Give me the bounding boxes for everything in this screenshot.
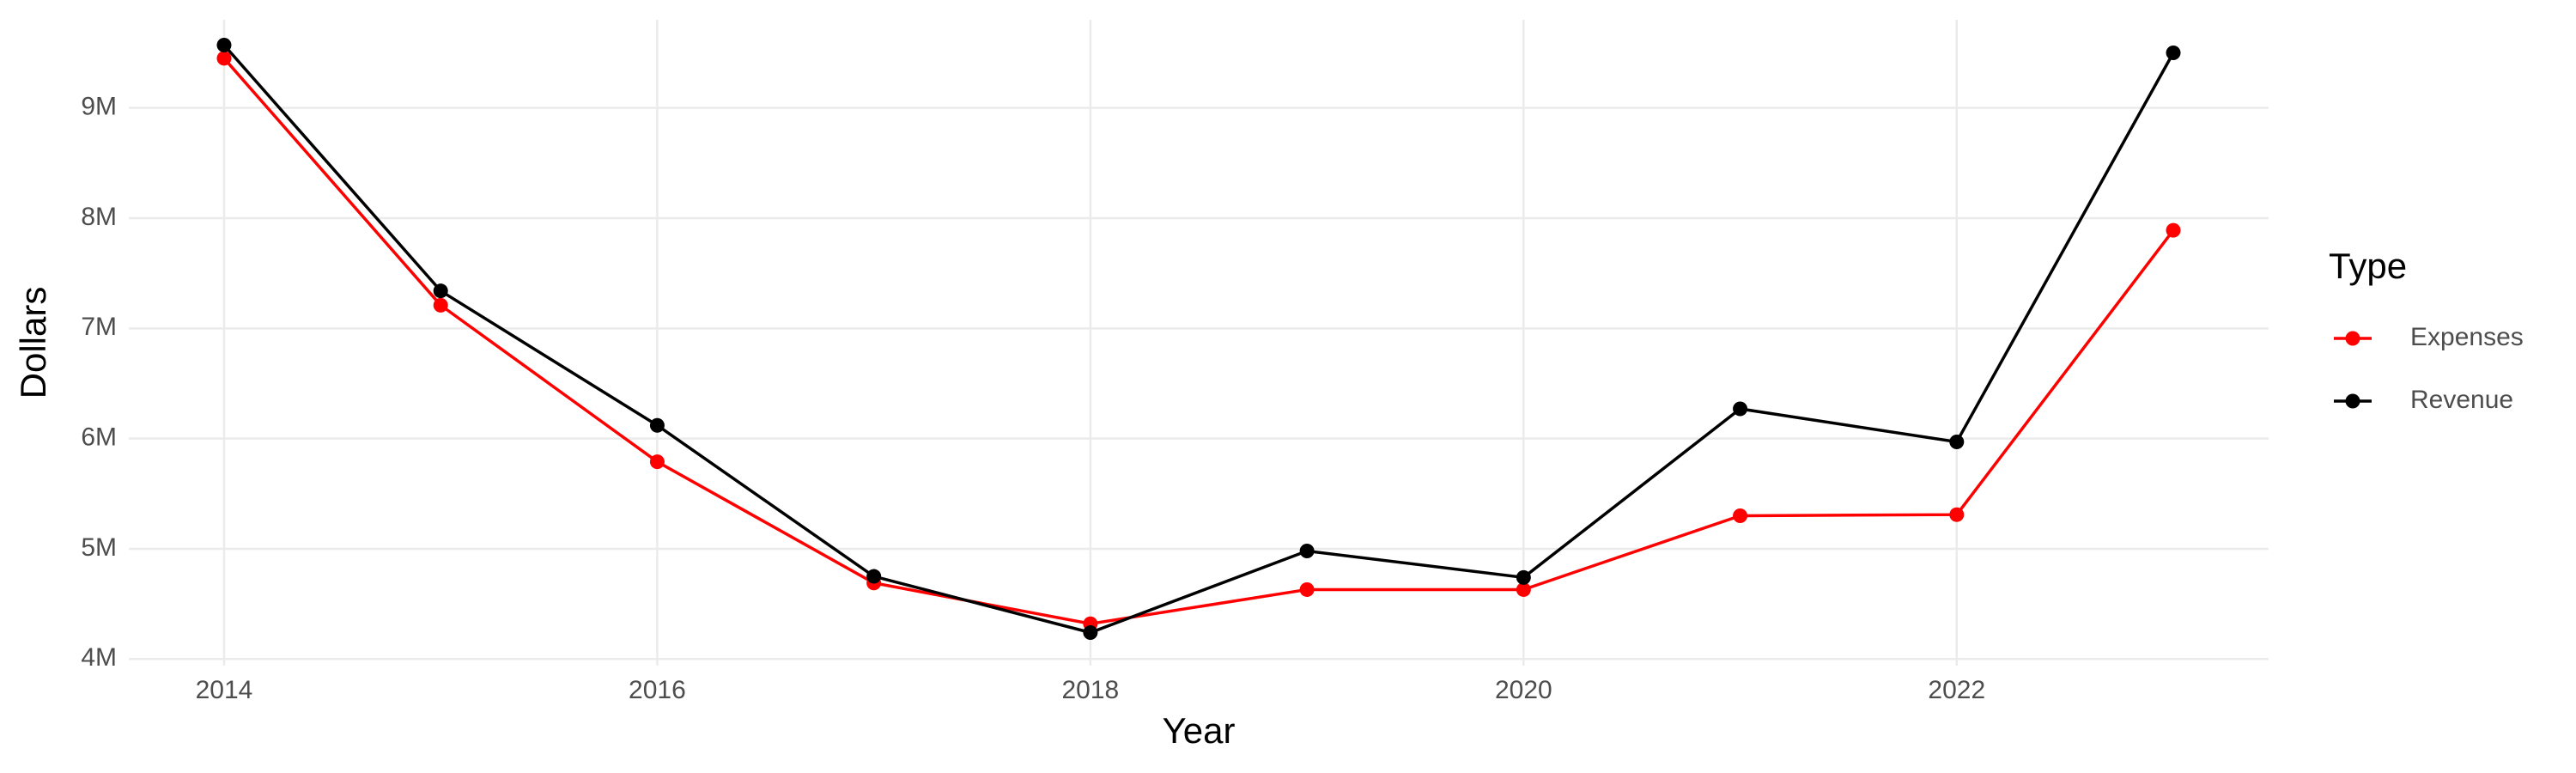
line (222, 44, 2175, 635)
point (866, 569, 882, 584)
legend-title: Type (2329, 246, 2407, 286)
legend-marker (2345, 331, 2360, 346)
y-tick-label: 7M (81, 313, 117, 341)
y-tick-label: 9M (81, 93, 117, 121)
x-tick-label: 2022 (1928, 676, 1985, 704)
x-tick-label: 2016 (629, 676, 686, 704)
y-tick-label: 5M (81, 533, 117, 562)
point (433, 283, 448, 299)
point (649, 454, 665, 470)
point (1299, 581, 1315, 597)
point (433, 297, 448, 313)
point (1733, 401, 1748, 417)
point (1299, 544, 1315, 559)
line (222, 57, 2175, 626)
y-tick-label: 8M (81, 203, 117, 231)
point (2166, 45, 2181, 60)
point (649, 417, 665, 433)
point (1733, 508, 1748, 523)
legend-label: Revenue (2410, 386, 2513, 414)
legend-label: Expenses (2410, 323, 2524, 351)
y-axis-title: Dollars (13, 287, 53, 399)
x-tick-label: 2018 (1062, 676, 1120, 704)
point (1083, 625, 1098, 641)
y-tick-label: 6M (81, 423, 117, 452)
y-tick-label: 4M (81, 643, 117, 672)
x-axis-title: Year (1163, 710, 1236, 751)
point (1949, 434, 1965, 449)
point (216, 51, 232, 66)
x-tick-label: 2014 (196, 676, 253, 704)
x-tick-label: 2020 (1495, 676, 1552, 704)
legend-marker (2345, 393, 2360, 409)
point (2166, 222, 2181, 238)
point (216, 38, 232, 53)
point (1516, 569, 1531, 585)
point (1516, 581, 1531, 597)
point (1949, 507, 1965, 522)
